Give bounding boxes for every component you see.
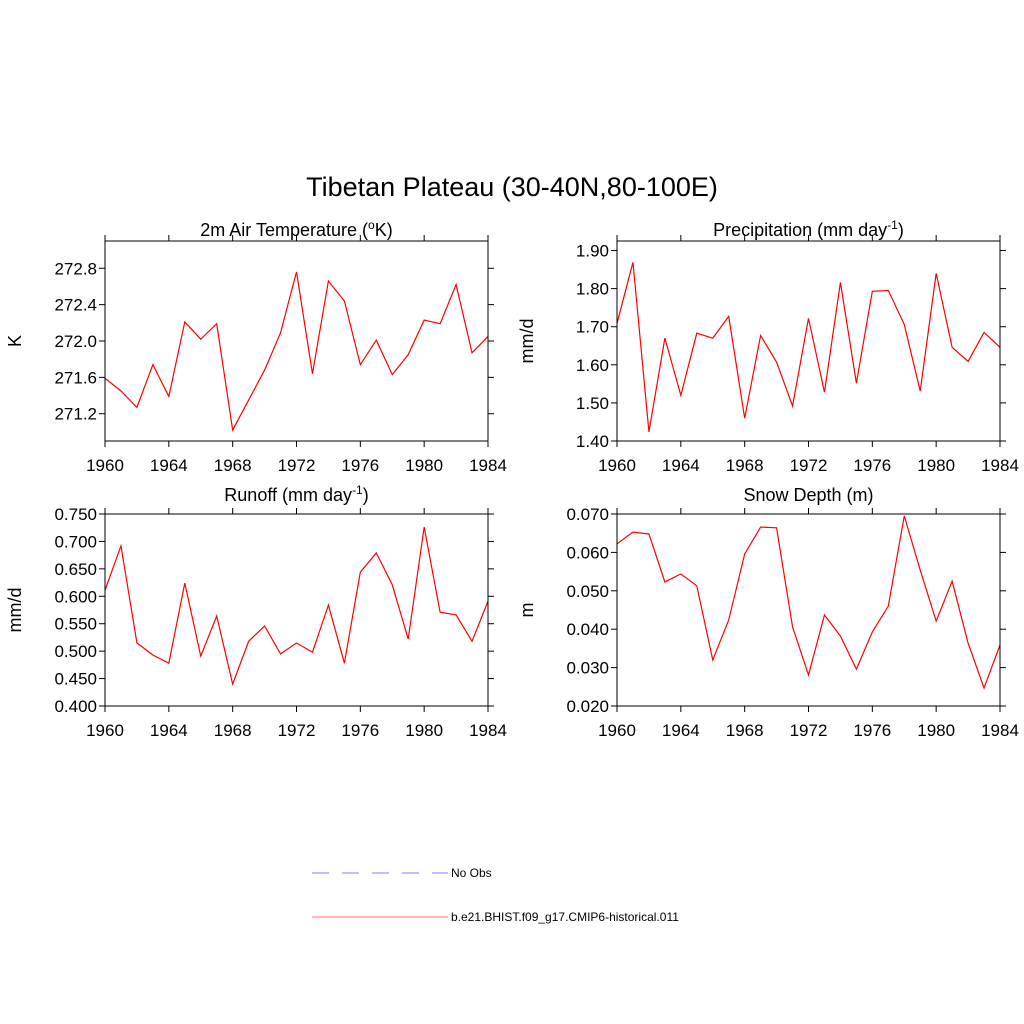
y-axis-label: m xyxy=(517,603,537,618)
panel-title: Runoff (mm day-1) xyxy=(224,483,368,505)
y-tick-label: 0.030 xyxy=(566,659,609,678)
x-tick-label: 1976 xyxy=(341,721,379,740)
title-part: Runoff (mm day xyxy=(224,485,352,505)
y-tick-label: 0.040 xyxy=(566,620,609,639)
x-tick-label: 1972 xyxy=(790,456,828,475)
y-tick-label: 1.40 xyxy=(576,432,609,451)
x-tick-label: 1972 xyxy=(278,456,316,475)
y-tick-label: 271.2 xyxy=(54,405,97,424)
y-tick-label: 0.500 xyxy=(54,642,97,661)
y-tick-label: 0.400 xyxy=(54,697,97,716)
x-tick-label: 1960 xyxy=(598,456,636,475)
y-tick-label: 272.4 xyxy=(54,296,97,315)
y-tick-label: 1.80 xyxy=(576,280,609,299)
data-line xyxy=(104,527,489,687)
y-tick-label: 272.8 xyxy=(54,259,97,278)
y-tick-label: 1.50 xyxy=(576,394,609,413)
y-tick-label: 0.020 xyxy=(566,697,609,716)
x-tick-label: 1960 xyxy=(598,721,636,740)
title-part: ) xyxy=(363,485,369,505)
x-tick-label: 1976 xyxy=(853,721,891,740)
x-tick-label: 1980 xyxy=(917,456,955,475)
x-tick-label: 1984 xyxy=(469,456,507,475)
x-tick-label: 1968 xyxy=(214,721,252,740)
figure-title: Tibetan Plateau (30-40N,80-100E) xyxy=(306,172,718,202)
x-tick-label: 1960 xyxy=(86,721,124,740)
panel-title: 2m Air Temperature (oK) xyxy=(200,218,392,240)
x-tick-label: 1964 xyxy=(662,721,700,740)
y-tick-label: 0.600 xyxy=(54,587,97,606)
y-tick-label: 0.550 xyxy=(54,615,97,634)
y-tick-label: 0.650 xyxy=(54,560,97,579)
y-tick-label: 0.450 xyxy=(54,670,97,689)
data-line xyxy=(616,262,1001,432)
title-part: K) xyxy=(375,220,393,240)
y-tick-label: 272.0 xyxy=(54,332,97,351)
x-tick-label: 1984 xyxy=(981,721,1019,740)
x-tick-label: 1984 xyxy=(981,456,1019,475)
title-part: 2m Air Temperature ( xyxy=(200,220,368,240)
x-tick-label: 1960 xyxy=(86,456,124,475)
x-tick-label: 1976 xyxy=(853,456,891,475)
legend-label: No Obs xyxy=(451,866,492,880)
title-part: Precipitation (mm day xyxy=(713,220,887,240)
y-axis-label: mm/d xyxy=(5,588,25,633)
data-line xyxy=(616,515,1001,690)
x-tick-label: 1976 xyxy=(341,456,379,475)
x-tick-label: 1984 xyxy=(469,721,507,740)
title-part: Snow Depth (m) xyxy=(743,485,873,505)
title-part: o xyxy=(368,218,375,232)
plot-frame xyxy=(104,513,489,707)
x-tick-label: 1968 xyxy=(726,721,764,740)
y-tick-label: 271.6 xyxy=(54,368,97,387)
x-tick-label: 1964 xyxy=(662,456,700,475)
y-axis-label: mm/d xyxy=(517,319,537,364)
x-tick-label: 1980 xyxy=(405,456,443,475)
x-tick-label: 1980 xyxy=(917,721,955,740)
y-tick-label: 1.70 xyxy=(576,318,609,337)
y-tick-label: 0.050 xyxy=(566,582,609,601)
title-part: ) xyxy=(898,220,904,240)
x-tick-label: 1972 xyxy=(790,721,828,740)
title-part: -1 xyxy=(352,483,363,497)
plot-frame xyxy=(616,513,1001,707)
data-line xyxy=(104,271,489,432)
y-tick-label: 0.070 xyxy=(566,505,609,524)
y-tick-label: 1.60 xyxy=(576,356,609,375)
plot-frame xyxy=(104,240,489,442)
legend-label: b.e21.BHIST.f09_g17.CMIP6-historical.011 xyxy=(451,910,679,924)
x-tick-label: 1968 xyxy=(214,456,252,475)
title-part: -1 xyxy=(887,218,898,232)
x-tick-label: 1980 xyxy=(405,721,443,740)
x-tick-label: 1964 xyxy=(150,721,188,740)
x-tick-label: 1972 xyxy=(278,721,316,740)
x-tick-label: 1964 xyxy=(150,456,188,475)
panel-title: Precipitation (mm day-1) xyxy=(713,218,904,240)
y-tick-label: 0.700 xyxy=(54,532,97,551)
plot-frame xyxy=(616,240,1001,442)
panel-title: Snow Depth (m) xyxy=(743,485,873,505)
y-axis-label: K xyxy=(5,335,25,347)
y-tick-label: 1.90 xyxy=(576,242,609,261)
y-tick-label: 0.060 xyxy=(566,543,609,562)
y-tick-label: 0.750 xyxy=(54,505,97,524)
x-tick-label: 1968 xyxy=(726,456,764,475)
